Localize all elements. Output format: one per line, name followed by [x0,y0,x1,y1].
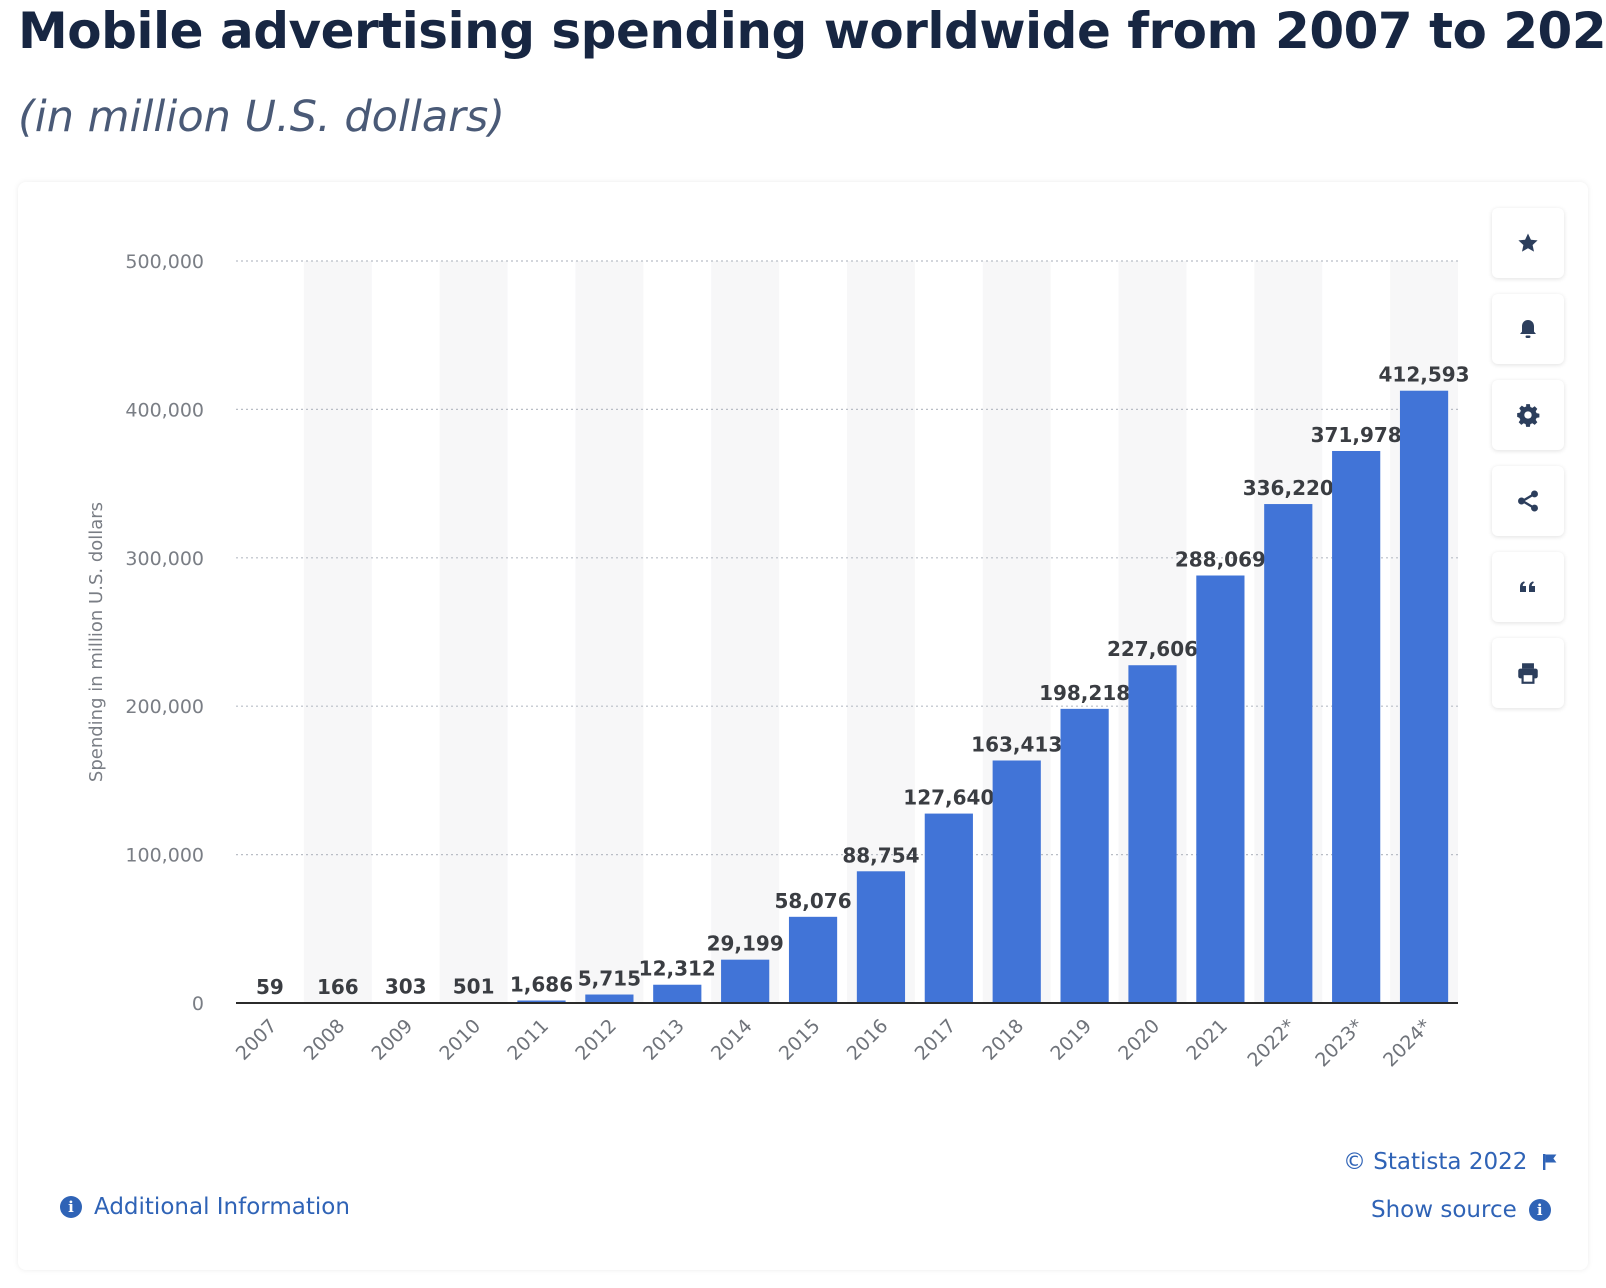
x-tick-label: 2016 [843,1015,893,1065]
x-tick-label: 2012 [571,1015,621,1065]
bell-icon [1520,320,1536,338]
x-tick-label: 2019 [1046,1015,1096,1065]
data-label: 371,978 [1311,423,1402,447]
column-band [303,261,372,1003]
x-tick-label: 2014 [707,1015,757,1065]
cite-button[interactable] [1492,552,1564,622]
star-icon [1518,233,1538,252]
y-tick-label: 300,000 [125,548,204,570]
bar [1196,575,1245,1003]
y-tick-label: 0 [192,993,204,1015]
data-label: 198,218 [1039,681,1130,705]
bar [1128,665,1177,1003]
data-label: 29,199 [707,932,784,956]
x-tick-label: 2017 [911,1015,961,1065]
data-label: 227,606 [1107,637,1198,661]
data-label: 303 [385,975,427,999]
data-label: 412,593 [1379,363,1470,387]
x-tick-label: 2013 [639,1015,689,1065]
x-tick-label: 2010 [435,1015,485,1065]
y-axis-title: Spending in million U.S. dollars [86,502,107,782]
info-icon: i [60,1196,82,1218]
x-tick-label: 2007 [232,1015,282,1065]
bar [517,1000,566,1003]
data-label: 88,754 [842,843,919,867]
data-label: 501 [453,974,495,998]
data-label: 12,312 [639,957,716,981]
favorite-button[interactable] [1492,208,1564,278]
bar [1332,450,1381,1004]
y-tick-label: 100,000 [125,845,204,867]
flag-icon [1543,1154,1557,1170]
x-tick-label: 2009 [368,1015,418,1065]
chart-card [18,182,1588,1270]
additional-information-label: Additional Information [94,1194,350,1220]
additional-information-link[interactable]: i Additional Information [60,1194,350,1220]
share-button[interactable] [1492,466,1564,536]
quote-icon [1520,581,1535,592]
x-tick-label: 2024* [1379,1015,1435,1071]
data-label: 1,686 [510,972,573,996]
x-tick-label: 2023* [1311,1015,1367,1071]
statista-copyright-link[interactable]: © Statista 2022 [1343,1149,1559,1175]
bar [1060,708,1109,1003]
settings-button[interactable] [1492,380,1564,450]
data-label: 59 [256,975,284,999]
share-icon [1518,490,1538,512]
x-tick-label: 2020 [1114,1015,1164,1065]
show-source-link[interactable]: Show source i [1371,1197,1551,1223]
data-label: 58,076 [774,889,851,913]
notification-button[interactable] [1492,294,1564,364]
bar [653,984,702,1003]
copyright-label: © Statista 2022 [1343,1149,1528,1175]
data-label: 5,715 [578,967,641,991]
bar [788,916,838,1003]
bar [856,871,906,1003]
data-label: 163,413 [971,732,1062,756]
show-source-label: Show source [1371,1197,1517,1223]
x-tick-label: 2022* [1243,1015,1299,1071]
bar [1399,390,1449,1003]
data-label: 336,220 [1243,476,1334,500]
x-tick-label: 2018 [979,1015,1029,1065]
page-title: Mobile advertising spending worldwide fr… [18,2,1606,60]
data-label: 288,069 [1175,548,1266,572]
print-button[interactable] [1492,638,1564,708]
x-tick-label: 2015 [775,1015,825,1065]
gear-icon [1517,404,1540,427]
page-subtitle: (in million U.S. dollars) [18,92,506,142]
source-info-icon: i [1528,1199,1551,1221]
x-tick-label: 2011 [503,1015,553,1065]
y-tick-label: 200,000 [125,696,204,718]
y-tick-label: 500,000 [125,251,204,273]
x-tick-label: 2021 [1182,1015,1232,1065]
y-tick-label: 400,000 [125,399,204,421]
print-icon [1518,663,1538,684]
bar [1264,504,1313,1003]
bar [992,760,1041,1003]
bar [924,813,973,1003]
column-band [711,261,780,1003]
data-label: 127,640 [903,786,994,810]
bar [585,994,634,1003]
column-band [439,261,508,1003]
data-label: 166 [317,975,359,999]
x-tick-label: 2008 [300,1015,350,1065]
column-band [575,261,644,1003]
bar [721,959,770,1003]
